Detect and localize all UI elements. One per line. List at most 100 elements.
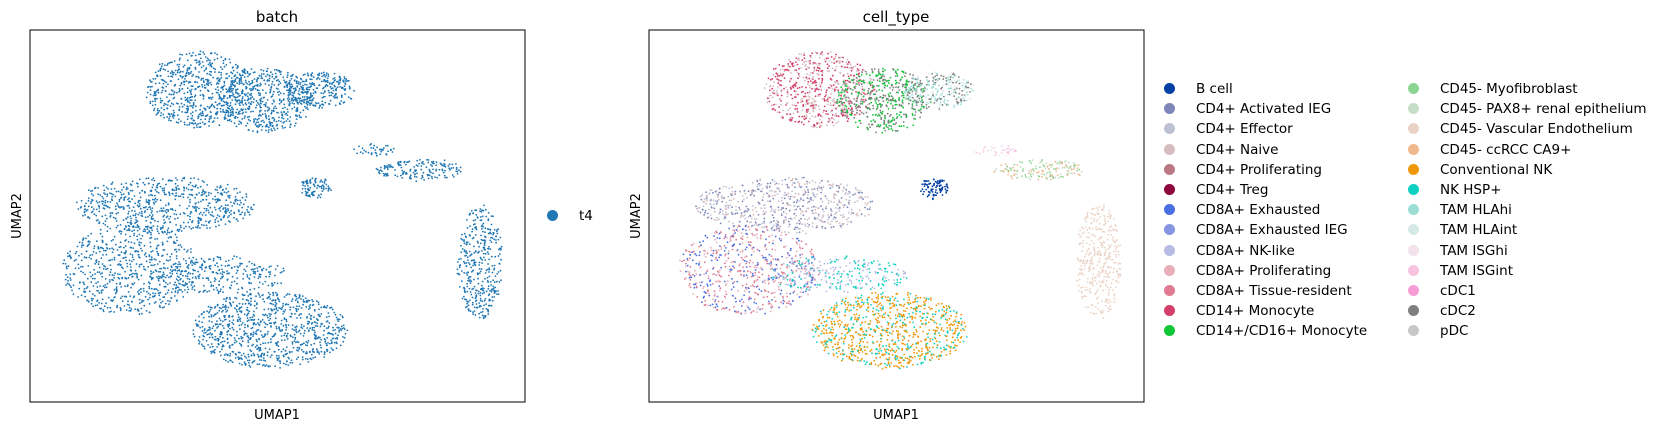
scatter-point [329,307,331,309]
scatter-point [152,183,155,186]
scatter-point [470,266,472,269]
scatter-point [182,274,184,277]
scatter-point [186,91,189,94]
scatter-point [142,287,145,290]
scatter-point [340,325,343,328]
scatter-point [187,106,190,108]
scatter-point [169,179,172,182]
scatter-point [239,199,242,202]
scatter-point [324,306,326,309]
scatter-point [430,175,433,178]
scatter-point [153,107,156,110]
scatter-point [269,273,271,276]
scatter-point [267,131,270,134]
scatter-point [253,264,256,267]
scatter-point [168,192,171,195]
scatter-point [194,54,197,57]
scatter-point [178,71,181,74]
scatter-point [238,102,241,105]
scatter-point [489,229,492,231]
scatter-point [297,308,300,311]
scatter-point [262,357,265,359]
scatter-point [489,231,491,234]
scatter-point [815,69,818,72]
scatter-point [84,290,87,293]
scatter-point [235,111,238,114]
scatter-point [182,70,184,73]
scatter-point [248,282,251,285]
scatter-point [306,72,309,75]
scatter-point [227,272,230,275]
scatter-point [300,78,303,81]
scatter-point [211,271,214,273]
scatter-point [91,277,94,280]
scatter-point [218,323,221,326]
scatter-point [380,150,383,153]
scatter-point [238,123,240,125]
scatter-point [224,223,227,226]
scatter-point [242,111,245,114]
scatter-point [194,59,197,61]
scatter-point [244,364,247,366]
scatter-point [228,286,231,289]
scatter-point [302,84,304,87]
scatter-point [318,308,320,311]
scatter-point [248,115,251,118]
scatter-point [219,206,222,209]
scatter-point [256,78,258,81]
scatter-point [292,336,294,338]
scatter-point [210,117,212,120]
scatter-point [250,332,252,335]
scatter-point [239,78,242,81]
scatter-point [274,72,277,75]
scatter-point [268,266,271,268]
scatter-point [811,97,814,100]
scatter-point [374,151,377,154]
scatter-point [291,351,293,353]
scatter-point [115,212,118,215]
scatter-point [117,273,119,275]
scatter-point [481,310,484,313]
scatter-point [309,195,311,198]
scatter-point [238,356,240,359]
scatter-point [493,281,496,284]
scatter-point [283,269,285,272]
scatter-point [304,358,307,360]
scatter-point [216,289,219,292]
scatter-point [265,125,267,128]
scatter-point [170,297,173,299]
scatter-point [191,221,193,224]
scatter-point [214,198,217,201]
scatter-point [261,100,264,103]
scatter-point [303,96,306,98]
scatter-point [83,283,86,286]
scatter-point [232,328,235,331]
scatter-point [266,354,269,357]
scatter-point [312,104,315,107]
scatter-point [268,295,271,298]
scatter-point [92,293,94,295]
scatter-point [230,81,233,83]
scatter-point [216,189,219,191]
scatter-point [187,71,190,74]
scatter-point [236,192,239,195]
scatter-point [196,81,199,84]
scatter-point [151,85,153,88]
scatter-point [258,363,261,366]
scatter-point [190,88,193,91]
scatter-point [200,264,203,267]
scatter-point [201,84,204,86]
scatter-point [415,180,418,183]
scatter-point [303,100,305,103]
scatter-point [859,113,862,115]
scatter-point [135,226,137,229]
scatter-point [264,280,267,283]
scatter-point [421,174,424,177]
scatter-point [225,311,228,313]
scatter-point [121,295,124,298]
scatter-point [798,59,800,62]
scatter-point [303,342,305,345]
scatter-point [258,338,260,341]
scatter-point [472,212,475,215]
scatter-point [295,307,297,310]
